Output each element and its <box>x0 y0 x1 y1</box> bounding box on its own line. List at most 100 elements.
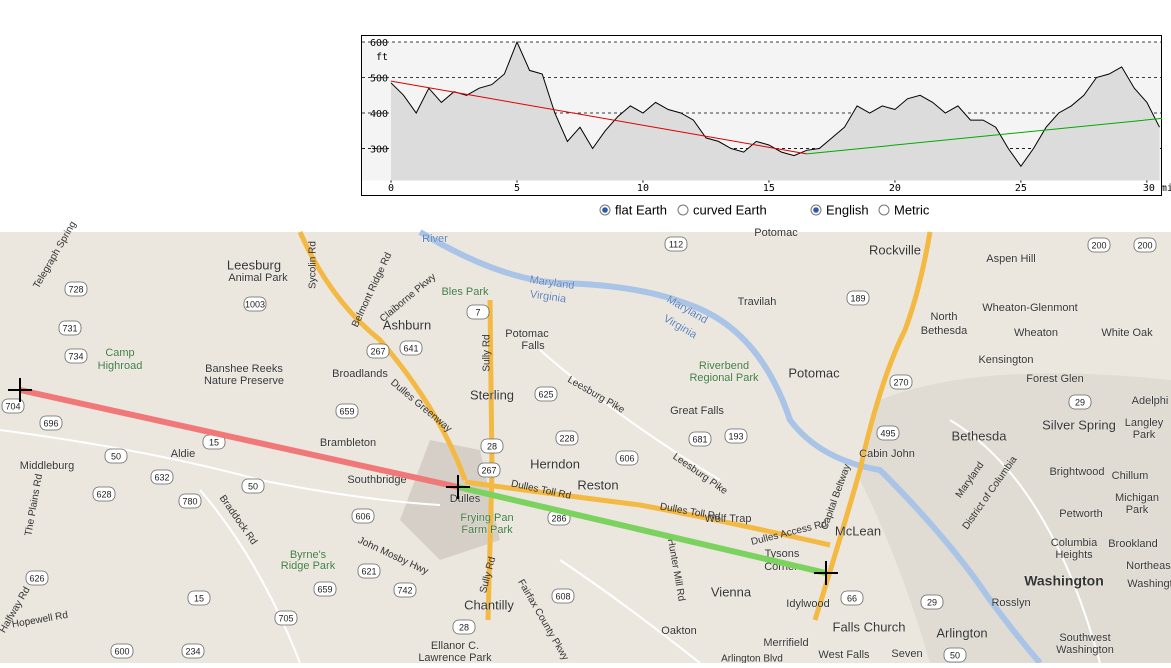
route-shield-label: 15 <box>209 437 219 447</box>
place-label: Cabin John <box>859 448 915 460</box>
place-label: Leesburg <box>227 257 281 272</box>
place-label: Reston <box>577 477 618 492</box>
radio-label[interactable]: English <box>826 202 869 217</box>
place-label: Aspen Hill <box>986 253 1036 265</box>
route-shield-label: 608 <box>555 591 570 601</box>
road-label: Sully Rd <box>482 334 493 371</box>
x-tick-label: 20 <box>889 183 901 194</box>
route-shield <box>39 415 63 431</box>
route-shield-label: 742 <box>397 585 412 595</box>
place-label: Langley <box>1125 417 1164 429</box>
place-label: Park <box>1133 429 1156 441</box>
x-tick-label: 10 <box>637 183 649 194</box>
route-shield-label: 600 <box>114 646 129 656</box>
radio-dot <box>813 207 819 213</box>
radio-label[interactable]: Metric <box>894 202 930 217</box>
route-shield <box>1133 237 1157 253</box>
place-label: Highroad <box>98 360 143 372</box>
route-shield-label: 267 <box>370 346 385 356</box>
place-label: Southbridge <box>347 474 406 486</box>
route-red <box>19 387 459 490</box>
place-label: Wheaton <box>1014 327 1058 339</box>
route-shield-label: 641 <box>403 343 418 353</box>
route-shield-label: 50 <box>111 451 121 461</box>
line <box>806 117 1163 155</box>
place-label: Merrifield <box>763 637 808 649</box>
x-tick-label: 25 <box>1015 183 1027 194</box>
route-shield-label: 659 <box>317 584 332 594</box>
route-shield-label: 29 <box>927 597 937 607</box>
road-label: Arlington Blvd <box>721 654 783 663</box>
place-label: Ashburn <box>383 317 431 332</box>
radio-button[interactable] <box>677 204 689 216</box>
x-tick-label: 0 <box>388 183 394 194</box>
place-label: Falls <box>521 340 545 352</box>
place-label: Banshee Reeks <box>205 363 283 375</box>
route-shield <box>477 462 501 478</box>
place-label: Park <box>1126 504 1149 516</box>
place-label: Rosslyn <box>991 597 1030 609</box>
place-label: Regional Park <box>689 372 759 384</box>
place-label: Bles Park <box>441 286 489 298</box>
place-label: Great Falls <box>670 405 724 417</box>
y-tick-label: 600 <box>370 38 388 49</box>
route-shield <box>1 398 25 414</box>
radio-label[interactable]: flat Earth <box>615 202 667 217</box>
place-label: Middleburg <box>20 460 74 472</box>
radio-button[interactable] <box>878 204 890 216</box>
route-shield <box>313 581 337 597</box>
route-shield <box>664 236 688 252</box>
place-label: Frying Pan <box>460 512 513 524</box>
route-shield <box>555 430 579 446</box>
place-label: West Falls <box>818 649 870 661</box>
route-shield <box>876 425 900 441</box>
route-shield-label: 704 <box>5 401 20 411</box>
route-shield <box>25 570 49 586</box>
route-shield <box>846 290 870 306</box>
route-shield <box>178 493 202 509</box>
place-label: McLean <box>835 523 881 538</box>
place-label: Animal Park <box>228 272 288 284</box>
place-label: Aldie <box>171 448 195 460</box>
place-label: Chillum <box>1112 470 1149 482</box>
place-label: Ellanor C. <box>431 640 479 652</box>
road-label: Sycolin Rd <box>308 241 319 289</box>
place-label: Farm Park <box>461 524 513 536</box>
place-label: Vienna <box>711 584 752 599</box>
place-label: Ridge Park <box>281 560 336 572</box>
route-shield <box>366 343 390 359</box>
route-shield-label: 632 <box>154 472 169 482</box>
place-label: Chantilly <box>464 597 514 612</box>
route-green <box>457 484 827 576</box>
place-label: Northeast <box>1126 560 1171 572</box>
place-label: Lawrence Park <box>418 652 492 663</box>
route-shield-label: 200 <box>1091 240 1106 250</box>
route-shield-label: 286 <box>551 513 566 523</box>
place-label: Washingt <box>1127 578 1171 590</box>
route-shield-label: 780 <box>182 496 197 506</box>
route-shield <box>64 348 88 364</box>
place-label: Wheaton-Glenmont <box>982 302 1077 314</box>
route-shield <box>452 619 476 635</box>
route-shield-label: 734 <box>68 351 83 361</box>
place-label: Nature Preserve <box>204 375 284 387</box>
route-shield <box>920 594 944 610</box>
place-label: River <box>422 233 448 245</box>
place-label: Potomac <box>754 227 798 239</box>
route-shield <box>889 374 913 390</box>
markers <box>8 378 838 585</box>
place-label: White Oak <box>1101 327 1153 339</box>
route-shield <box>241 478 265 494</box>
radio-label[interactable]: curved Earth <box>693 202 767 217</box>
route-shield-label: 681 <box>692 434 707 444</box>
route-shield-label: 112 <box>669 239 683 249</box>
place-label: Kensington <box>978 354 1033 366</box>
place-label: Washington <box>1024 573 1104 589</box>
route-shield <box>92 486 116 502</box>
place-label: Falls Church <box>833 619 906 634</box>
place-label: Columbia <box>1051 537 1098 549</box>
place-label: Potomac <box>788 365 840 380</box>
route-shield <box>181 643 205 659</box>
